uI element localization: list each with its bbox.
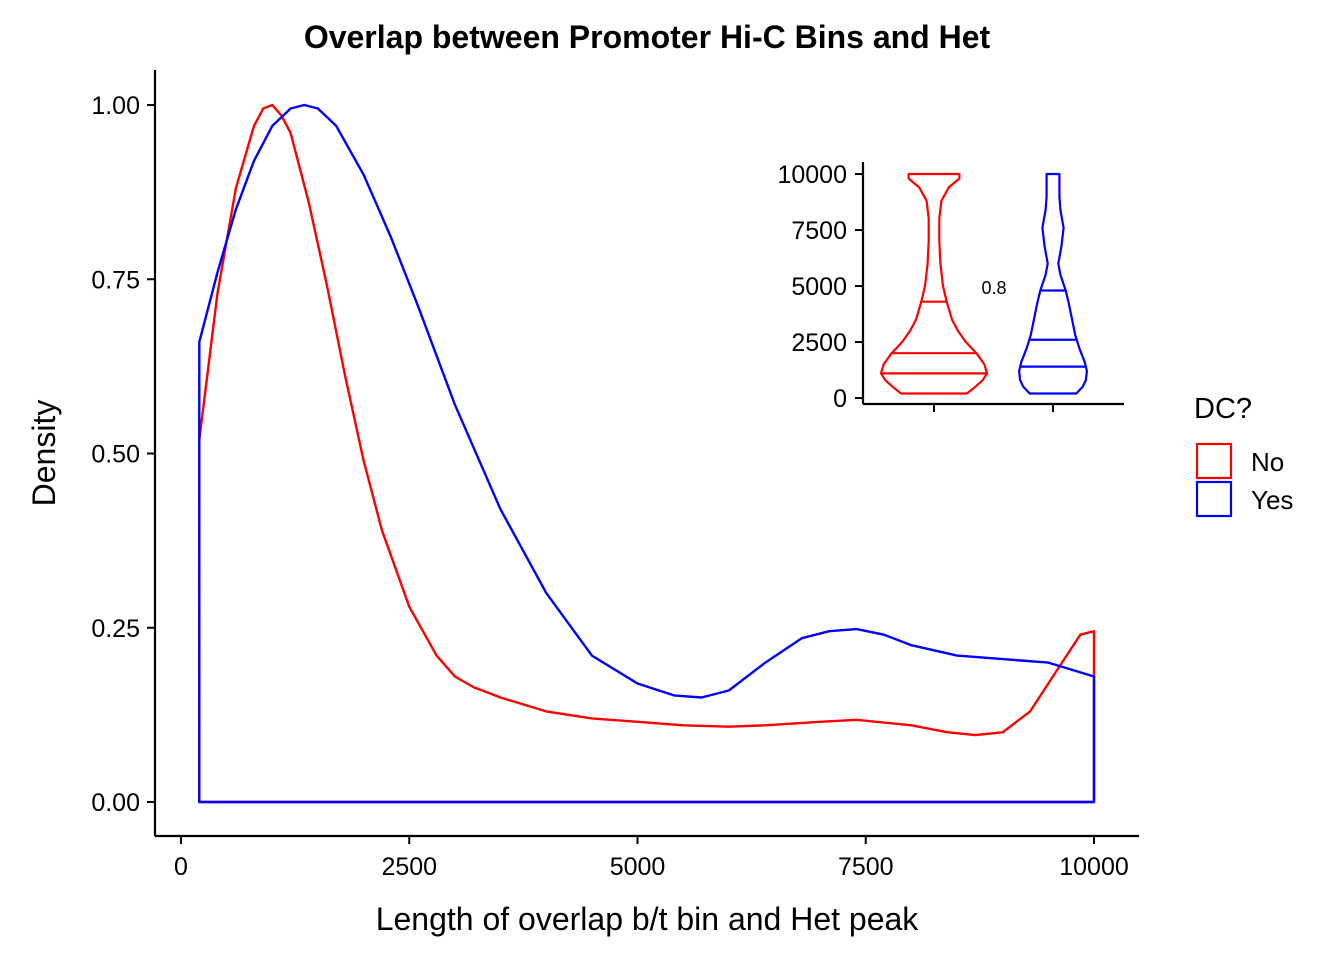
- density-curve-yes: [198, 103, 1096, 804]
- inset-y-ticks: 0 2500 5000 7500 10000: [777, 161, 1054, 413]
- x-tick-label: 7500: [838, 853, 894, 881]
- main-axes: [153, 70, 1139, 838]
- violin-no: [879, 172, 989, 395]
- p-value-annotation: 0.8: [981, 278, 1006, 298]
- legend-key-yes: [1195, 480, 1233, 518]
- legend-label-no: No: [1251, 447, 1284, 477]
- inset-y-tick-label: 10000: [777, 161, 847, 189]
- inset-violin-plot: 0 2500 5000 7500 10000 0.8: [777, 161, 1124, 413]
- x-axis-title: Length of overlap b/t bin and Het peak: [376, 901, 920, 937]
- y-axis-ticks: 0.00 0.25 0.50 0.75 1.00: [91, 92, 155, 817]
- density-curve-no: [198, 103, 1096, 804]
- x-axis-ticks: 0 2500 5000 7500 10000: [174, 836, 1129, 881]
- y-tick-label: 1.00: [91, 92, 140, 120]
- y-tick-label: 0.50: [91, 441, 140, 469]
- inset-y-tick-label: 0: [833, 385, 847, 413]
- y-tick-label: 0.25: [91, 615, 140, 643]
- legend-entry-no: No: [1195, 442, 1284, 480]
- x-tick-label: 0: [174, 853, 188, 881]
- inset-violins: [879, 172, 1088, 395]
- x-tick-label: 5000: [610, 853, 666, 881]
- legend-label-yes: Yes: [1251, 485, 1293, 515]
- inset-y-tick-label: 5000: [791, 273, 847, 301]
- legend-title: DC?: [1194, 393, 1252, 425]
- chart-title: Overlap between Promoter Hi-C Bins and H…: [304, 19, 991, 55]
- y-tick-label: 0.75: [91, 266, 140, 294]
- inset-y-tick-label: 2500: [791, 329, 847, 357]
- violin-yes: [1018, 172, 1088, 395]
- density-curves: [198, 103, 1096, 804]
- y-axis-title: Density: [26, 400, 62, 507]
- inset-y-tick-label: 7500: [791, 217, 847, 245]
- legend-entry-yes: Yes: [1195, 480, 1293, 518]
- legend-key-no: [1195, 442, 1233, 480]
- x-tick-label: 2500: [381, 853, 437, 881]
- y-tick-label: 0.00: [91, 789, 140, 817]
- x-tick-label: 10000: [1059, 853, 1129, 881]
- legend: DC? No Yes: [1194, 393, 1293, 518]
